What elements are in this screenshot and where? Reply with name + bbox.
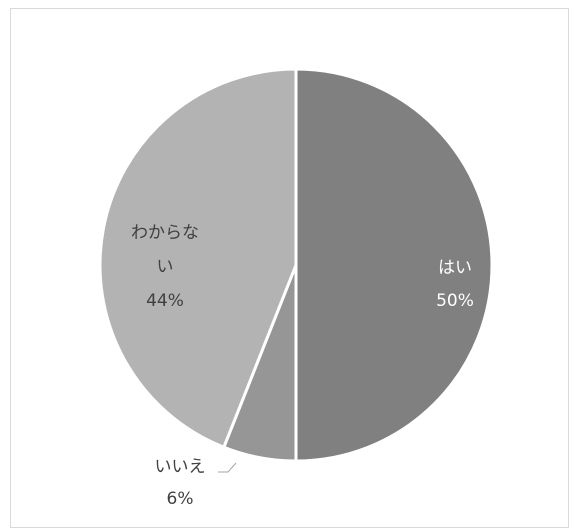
pie-slices (98, 67, 494, 463)
slice-label-wakaranai-line1: わからな (131, 223, 199, 243)
slice-label-iie: いいえ (155, 457, 206, 477)
pie-slice-hai (294, 67, 494, 463)
slice-label-hai: はい (438, 258, 472, 278)
slice-value-hai: 50% (436, 291, 474, 311)
slice-value-iie: 6% (167, 489, 194, 509)
pie-slice-wakaranai (98, 67, 298, 449)
slice-value-wakaranai: 44% (146, 291, 184, 311)
slice-label-wakaranai-line2: い (157, 257, 174, 277)
slice-leader-line (218, 462, 237, 473)
